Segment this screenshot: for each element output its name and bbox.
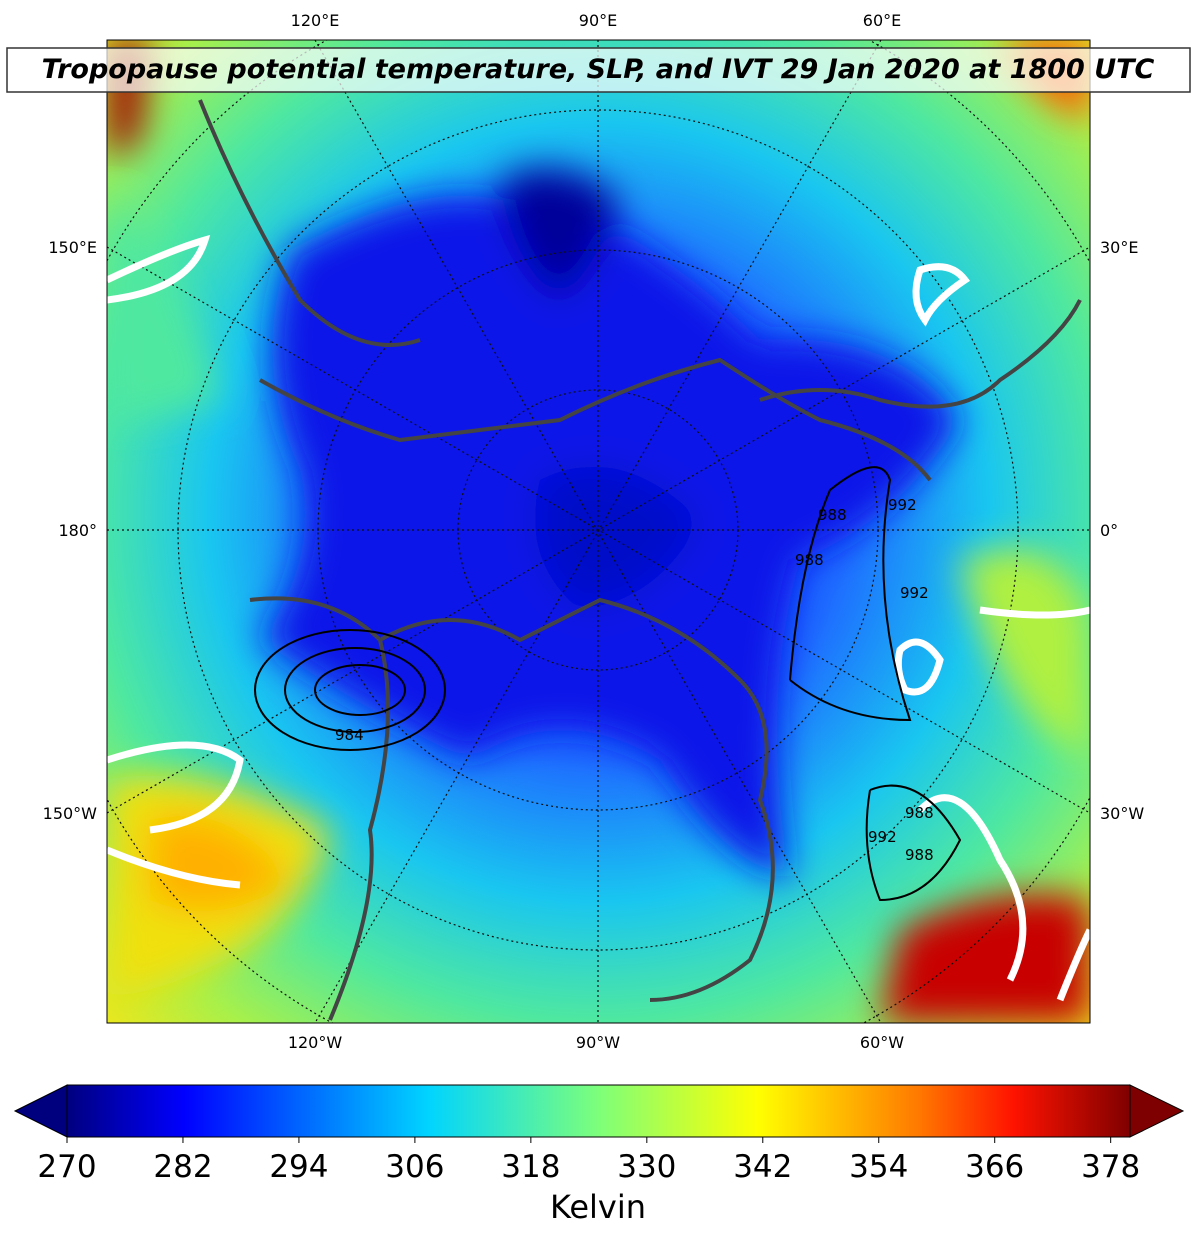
lon-label: 60°W xyxy=(860,1033,904,1052)
lon-label: 90°E xyxy=(579,11,617,30)
lon-label: 30°W xyxy=(1100,804,1144,823)
contour-label: 988 xyxy=(905,804,934,822)
colorbar-tick-label: 294 xyxy=(269,1149,328,1185)
lon-label: 0° xyxy=(1100,521,1118,540)
colorbar: Kelvin 270 282 294 306 318 330 342 354 366 378 xyxy=(13,1084,1185,1226)
contour-label: 988 xyxy=(905,846,934,864)
colorbar-tick-label: 330 xyxy=(617,1149,676,1185)
colorbar-tick-label: 354 xyxy=(849,1149,908,1185)
title: Tropopause potential temperature, SLP, a… xyxy=(42,54,1155,85)
ivt-contours xyxy=(107,234,1090,1002)
lon-label: 150°E xyxy=(48,238,97,257)
map-field: 988 988 992 992 984 992 988 988 xyxy=(107,40,1090,1023)
colorbar-tick-label: 342 xyxy=(733,1149,792,1185)
slp-contours xyxy=(254,466,962,902)
contour-labels: 988 988 992 992 984 992 988 988 xyxy=(335,496,934,864)
graticule xyxy=(107,40,1090,1023)
contour-label: 992 xyxy=(868,828,897,846)
colorbar-body xyxy=(66,1084,1131,1138)
lon-label: 60°E xyxy=(863,11,901,30)
colorbar-tick-label: 306 xyxy=(385,1149,444,1185)
title-box xyxy=(6,47,1191,93)
lon-label: 120°W xyxy=(288,1033,343,1052)
contour-label: 992 xyxy=(900,584,929,602)
colorbar-extend-low xyxy=(13,1084,68,1138)
lon-label: 30°E xyxy=(1100,238,1138,257)
colorbar-tick-label: 366 xyxy=(965,1149,1024,1185)
colorbar-tick-label: 282 xyxy=(153,1149,212,1185)
contour-label: 988 xyxy=(818,506,847,524)
coastlines xyxy=(198,99,1082,1021)
colorbar-extend-high xyxy=(1129,1084,1185,1138)
contour-label: 984 xyxy=(335,726,364,744)
colorbar-label: Kelvin xyxy=(550,1188,646,1226)
contour-label: 992 xyxy=(888,496,917,514)
colorbar-tick-label: 270 xyxy=(37,1149,96,1185)
colorbar-tick-label: 378 xyxy=(1081,1149,1140,1185)
contour-label: 988 xyxy=(795,551,824,569)
lon-label: 180° xyxy=(58,521,97,540)
lon-label: 150°W xyxy=(43,804,98,823)
lon-label: 90°W xyxy=(576,1033,620,1052)
map-frame xyxy=(106,39,1091,1024)
lon-label: 120°E xyxy=(291,11,340,30)
colorbar-tick-label: 318 xyxy=(501,1149,560,1185)
lon-labels: 120°E 90°E 60°E 120°W 90°W 60°W 150°E 18… xyxy=(43,11,1145,1052)
